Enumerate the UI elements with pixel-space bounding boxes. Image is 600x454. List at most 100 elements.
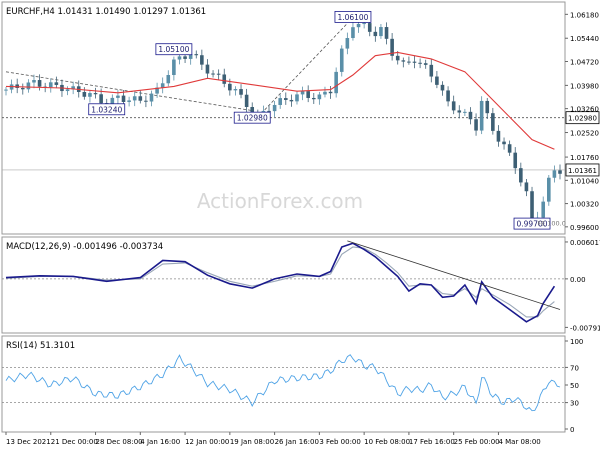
x-tick-label: 4 Mar 08:00 (498, 438, 540, 446)
chart_data.2.y_ticks-tick-label: 0 (570, 426, 574, 434)
candle-body (485, 100, 490, 114)
price-header: EURCHF,H4 1.01431 1.01490 1.01297 1.0136… (6, 7, 206, 17)
candle-body (48, 82, 53, 88)
candle-body (272, 104, 277, 112)
candle-body (65, 89, 70, 92)
candle-body (367, 23, 372, 32)
x-tick-label: 4 Jan 16:00 (140, 438, 180, 446)
candle-body (356, 23, 361, 28)
candle-body (306, 91, 310, 98)
level-price-label: 1.02980 (568, 115, 597, 123)
candle-body (116, 95, 120, 98)
chart_data.0.y_ticks-tick-label: 1.05440 (570, 35, 599, 43)
chart_data.0.y_ticks-tick-label: 1.02520 (570, 130, 599, 138)
candle-body (429, 64, 434, 77)
chart_data.0.y_ticks-tick-label: 1.06180 (570, 11, 599, 19)
candle-body (407, 61, 411, 63)
candle-body (155, 87, 159, 94)
candle-body (468, 111, 473, 120)
candle-body (267, 110, 271, 112)
candle-body (250, 107, 255, 113)
candle-body (138, 96, 143, 101)
chart_data.0.y_ticks-tick-label: 1.03980 (570, 82, 599, 90)
candle-body (194, 54, 199, 56)
price-annotation-box (334, 11, 372, 23)
candle-body (412, 61, 417, 63)
macd-trendline (347, 240, 561, 310)
candle-body (373, 31, 378, 37)
candle-body (160, 83, 165, 88)
candle-body (323, 91, 327, 95)
candle-body (93, 93, 98, 95)
candle-body (183, 56, 187, 59)
candle-body (4, 89, 8, 91)
candle-body (401, 60, 406, 62)
current-price-label: 1.01361 (568, 167, 597, 175)
rsi-layer: 100 70 50 30 0 (2, 338, 583, 434)
watermark: ActionForex.com (197, 189, 363, 213)
price-layer: 1.06180 1.05440 1.04720 1.03980 1.03260 1.025… (2, 11, 600, 232)
candle-body (334, 71, 338, 94)
candle-body (149, 93, 154, 102)
chart_data.2.y_ticks-tick-label: 100 (570, 338, 583, 346)
price-annotation-label: 1.05100 (158, 45, 189, 54)
candle-body (88, 93, 92, 97)
candle-body (418, 62, 422, 64)
candle-body (502, 141, 506, 145)
candle-body (132, 96, 137, 101)
x-tick-label: 21 Dec 00:00 (51, 438, 98, 446)
current-price-box (565, 163, 600, 177)
candle-body (496, 130, 501, 142)
candle-body (239, 89, 243, 95)
candle-body (244, 94, 249, 108)
candle-body (451, 101, 456, 111)
x-tick-label: 26 Jan 16:00 (275, 438, 319, 446)
candle-body (351, 27, 355, 39)
candle-body (82, 92, 87, 97)
rsi-panel-frame (1, 335, 566, 433)
price-annotation-label: 1.03240 (91, 105, 122, 114)
candle-body (289, 99, 294, 102)
candle-body (20, 87, 25, 90)
x-tick-label: 28 Dec 08:00 (96, 438, 143, 446)
candle-body (558, 170, 562, 174)
candle-body (26, 82, 31, 90)
candle-body (435, 76, 439, 85)
candle-body (395, 55, 400, 61)
candle-body (216, 73, 221, 75)
candle-body (211, 73, 215, 75)
candle-body (37, 80, 42, 87)
x-tick-label: 10 Feb 08:00 (364, 438, 410, 446)
candle-body (524, 182, 529, 192)
candle-body (295, 94, 299, 102)
x-tick-label: 19 Jan 08:00 (230, 438, 274, 446)
candle-body (110, 97, 115, 107)
fe-label: FE 100.0 (537, 220, 566, 228)
candle-body (317, 94, 322, 100)
candle-body (440, 84, 445, 91)
candle-body (127, 100, 131, 102)
candle-body (384, 27, 389, 39)
candle-body (300, 91, 305, 95)
x-tick-label: 3 Feb 00:00 (319, 438, 360, 446)
level-price-box (565, 111, 600, 125)
price-annotation-box (513, 217, 551, 230)
candle-body (233, 89, 238, 91)
candle-body (541, 201, 546, 218)
candle-body (530, 191, 534, 219)
chart_data.0.y_ticks-tick-label: 1.00320 (570, 201, 599, 209)
candle-body (474, 119, 478, 131)
price-annotation-label: 1.06100 (337, 13, 368, 22)
candle-body (463, 111, 467, 113)
rsi-header: RSI(14) 51.3101 (6, 341, 75, 351)
chart_data.0.y_ticks-tick-label: 0.99600 (570, 224, 599, 232)
candle-body (200, 55, 204, 65)
candle-body (144, 100, 148, 102)
candle-body (71, 86, 75, 90)
candle-body (345, 38, 350, 49)
